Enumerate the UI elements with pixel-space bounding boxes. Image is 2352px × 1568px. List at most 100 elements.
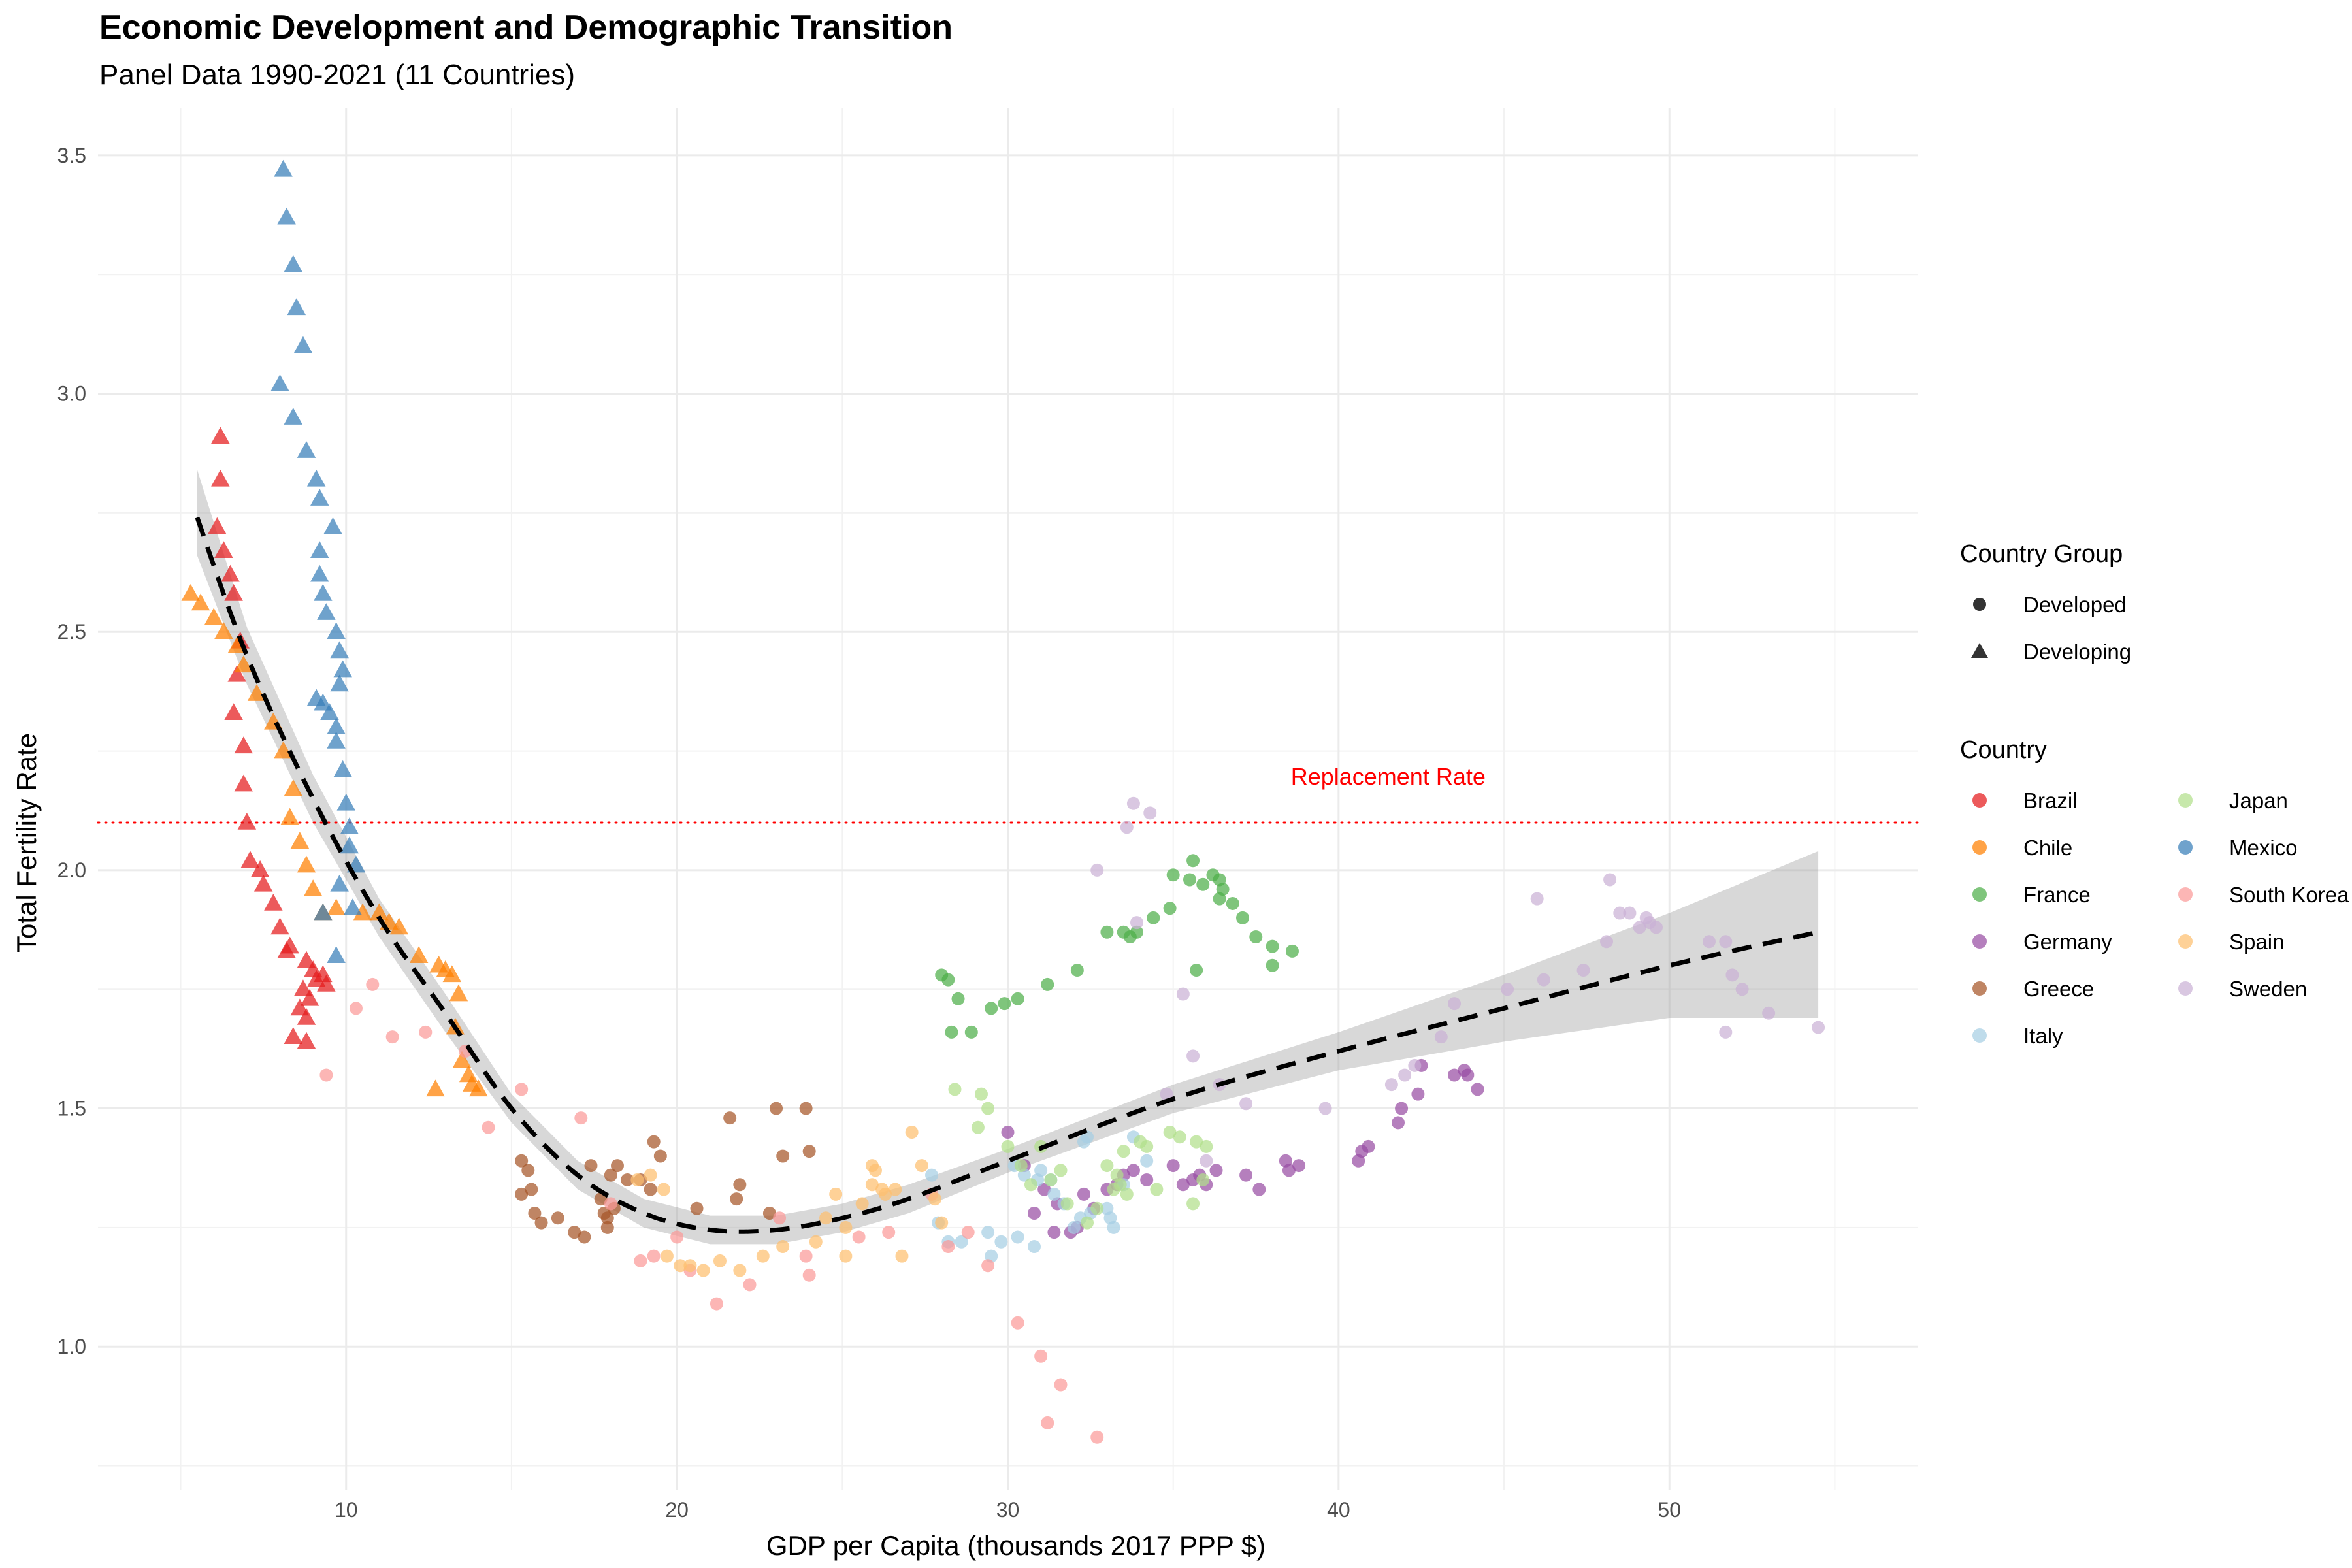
point-japan (1081, 1216, 1094, 1230)
point-greece (525, 1183, 538, 1196)
point-mexico (336, 793, 356, 811)
point-mexico (330, 874, 349, 892)
point-brazil (224, 703, 243, 721)
point-italy (955, 1235, 968, 1249)
point-sweden (1200, 1154, 1213, 1168)
point-germany (1037, 1183, 1051, 1196)
point-spain (809, 1235, 823, 1249)
point-japan (1186, 1197, 1200, 1211)
legend-label-country: Japan (2229, 789, 2288, 813)
point-greece (604, 1168, 617, 1182)
point-mexico (343, 898, 363, 916)
trend-line-layer (195, 517, 1819, 1234)
point-japan (1120, 1187, 1134, 1201)
point-japan (1140, 1139, 1154, 1153)
point-brazil (221, 564, 240, 582)
point-sweden (1613, 906, 1627, 920)
point-mexico (340, 836, 359, 854)
point-france (1041, 977, 1054, 991)
point-germany (1411, 1087, 1425, 1101)
legend-key-country (2178, 887, 2193, 902)
point-greece (653, 1149, 667, 1163)
point-south-korea (349, 1002, 363, 1015)
point-chile (389, 917, 409, 935)
point-south-korea (515, 1083, 529, 1096)
chart-subtitle: Panel Data 1990-2021 (11 Countries) (99, 59, 576, 91)
point-mexico (314, 693, 333, 711)
data-points (181, 159, 1825, 1444)
point-south-korea (419, 1025, 433, 1039)
point-germany (1028, 1207, 1041, 1220)
point-sweden (1126, 796, 1140, 810)
point-south-korea (647, 1249, 661, 1263)
point-greece (568, 1226, 581, 1239)
point-south-korea (773, 1211, 787, 1225)
point-sweden (1702, 935, 1716, 949)
point-chile (214, 622, 233, 640)
point-germany (1362, 1139, 1375, 1153)
point-spain (660, 1249, 674, 1263)
point-japan (1090, 1201, 1104, 1215)
point-greece (551, 1211, 564, 1225)
legend-label-country: France (2023, 883, 2091, 907)
point-chile (327, 898, 346, 916)
point-chile (181, 583, 201, 601)
point-chile (290, 832, 310, 849)
point-south-korea (670, 1230, 684, 1244)
point-chile (370, 903, 389, 921)
point-sweden (1576, 964, 1590, 977)
point-sweden (1176, 987, 1190, 1001)
point-sweden (1120, 821, 1134, 834)
point-spain (674, 1259, 687, 1273)
point-germany (1461, 1068, 1475, 1082)
point-brazil (211, 427, 230, 444)
point-greece (515, 1154, 529, 1168)
point-south-korea (882, 1226, 896, 1239)
point-japan (1054, 1164, 1068, 1177)
point-brazil (214, 541, 233, 559)
point-sweden (1239, 1097, 1253, 1111)
point-sweden (1735, 983, 1749, 996)
point-germany (1282, 1164, 1296, 1177)
point-mexico (317, 603, 336, 620)
point-france (1186, 854, 1200, 868)
point-brazil (237, 812, 257, 830)
point-brazil (290, 998, 310, 1016)
point-greece (770, 1102, 783, 1115)
point-france (1196, 877, 1210, 891)
point-mexico (323, 517, 342, 534)
point-spain (776, 1240, 790, 1254)
point-spain (733, 1264, 747, 1277)
legend-label-country: South Korea (2229, 883, 2349, 907)
point-france (985, 1002, 998, 1015)
point-japan (1200, 1139, 1213, 1153)
point-chile (204, 608, 223, 625)
replacement-rate-label: Replacement Rate (1291, 763, 1486, 790)
trend-line (195, 517, 1819, 1234)
point-spain (895, 1249, 909, 1263)
point-italy (1047, 1187, 1061, 1201)
point-france (941, 973, 955, 987)
x-tick-label: 40 (1327, 1498, 1350, 1522)
point-germany (1252, 1183, 1266, 1196)
point-brazil (270, 917, 289, 935)
point-mexico (310, 541, 329, 559)
x-axis-title: GDP per Capita (thousands 2017 PPP $) (766, 1530, 1266, 1561)
point-sweden (1160, 1087, 1173, 1101)
point-greece (610, 1159, 624, 1173)
point-japan (981, 1102, 995, 1115)
point-france (1190, 964, 1203, 977)
x-tick-label: 30 (996, 1498, 1020, 1522)
point-sweden (1186, 1049, 1200, 1063)
point-spain (630, 1173, 644, 1186)
point-brazil (277, 941, 296, 958)
point-japan (1100, 1159, 1114, 1173)
point-greece (733, 1178, 747, 1192)
legend-label-group: Developed (2023, 593, 2127, 617)
point-greece (600, 1211, 614, 1225)
point-japan (1060, 1197, 1074, 1211)
point-spain (928, 1192, 942, 1206)
point-brazil (300, 988, 319, 1006)
point-sweden (1719, 1025, 1733, 1039)
point-france (1070, 964, 1084, 977)
